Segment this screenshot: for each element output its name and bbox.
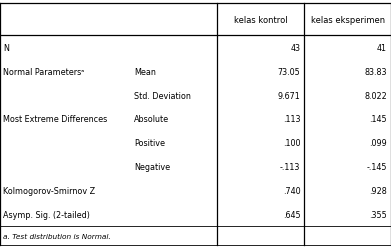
Text: .928: .928	[369, 186, 387, 195]
Text: kelas kontrol: kelas kontrol	[234, 16, 287, 24]
Text: .740: .740	[283, 186, 300, 195]
Text: .100: .100	[283, 139, 300, 147]
Text: Most Extreme Differences: Most Extreme Differences	[3, 115, 108, 124]
Text: -.113: -.113	[280, 162, 300, 171]
Text: 8.022: 8.022	[364, 91, 387, 100]
Text: 73.05: 73.05	[278, 68, 300, 76]
Text: 83.83: 83.83	[364, 68, 387, 76]
Text: Positive: Positive	[134, 139, 165, 147]
Text: .113: .113	[283, 115, 300, 124]
Text: 41: 41	[377, 44, 387, 52]
Text: Negative: Negative	[134, 162, 170, 171]
Text: .355: .355	[369, 210, 387, 219]
Text: .645: .645	[283, 210, 300, 219]
Text: Absolute: Absolute	[134, 115, 169, 124]
Text: 43: 43	[290, 44, 300, 52]
Text: -.145: -.145	[367, 162, 387, 171]
Text: Kolmogorov-Smirnov Z: Kolmogorov-Smirnov Z	[3, 186, 95, 195]
Text: 9.671: 9.671	[278, 91, 300, 100]
Text: .099: .099	[369, 139, 387, 147]
Text: a. Test distribution is Normal.: a. Test distribution is Normal.	[3, 233, 111, 238]
Text: kelas eksperimen: kelas eksperimen	[310, 16, 385, 24]
Text: N: N	[3, 44, 9, 52]
Text: Std. Deviation: Std. Deviation	[134, 91, 191, 100]
Text: .145: .145	[369, 115, 387, 124]
Text: Normal Parametersᵃ: Normal Parametersᵃ	[3, 68, 84, 76]
Text: Mean: Mean	[134, 68, 156, 76]
Text: Asymp. Sig. (2-tailed): Asymp. Sig. (2-tailed)	[3, 210, 90, 219]
